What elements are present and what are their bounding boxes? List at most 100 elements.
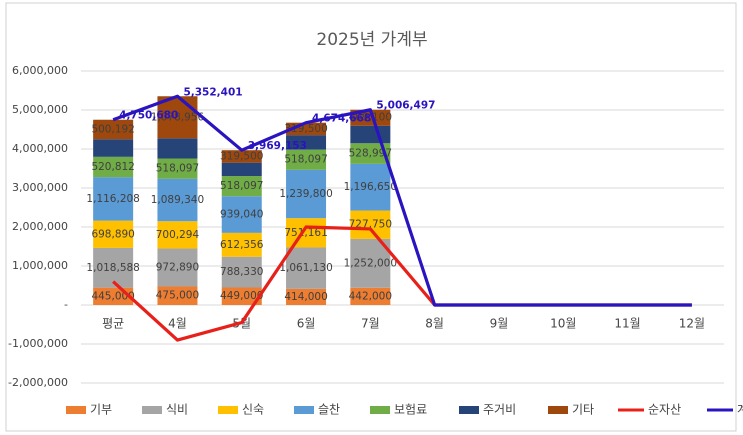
bar-segment <box>93 177 134 221</box>
bar-segment <box>93 220 134 248</box>
bar-segment <box>221 176 262 197</box>
data-label: 5,006,497 <box>376 100 435 112</box>
data-label: 1,061,130 <box>279 262 332 274</box>
bar-segment <box>157 138 198 159</box>
y-tick-label: -1,000,000 <box>8 337 68 350</box>
bar-segment <box>350 287 391 305</box>
data-label: 1,078,956 <box>151 111 205 123</box>
x-tick-label: 7월 <box>361 317 380 331</box>
y-tick-label: 1,000,000 <box>12 259 68 272</box>
legend-swatch <box>294 406 314 414</box>
data-label: 1,018,588 <box>86 262 139 274</box>
data-label: 1,196,650 <box>344 181 397 193</box>
data-label: 442,000 <box>349 290 392 302</box>
data-label: 5,352,401 <box>183 86 242 98</box>
legend-label: 슬찬 <box>318 402 340 417</box>
y-tick-label: 2,000,000 <box>12 220 68 233</box>
data-label: 3,969,153 <box>248 140 307 152</box>
bar-segment <box>350 210 391 239</box>
bar-segment <box>93 247 134 288</box>
bar-segment <box>93 119 134 140</box>
y-tick-label: 3,000,000 <box>12 181 68 194</box>
data-label: 528,997 <box>349 148 392 160</box>
bar-segment <box>286 218 327 248</box>
data-label: 698,890 <box>91 228 134 240</box>
data-label: 414,000 <box>284 291 327 303</box>
legend-swatch <box>548 406 568 414</box>
bar-segment <box>221 162 262 177</box>
data-label: 1,089,340 <box>151 194 204 206</box>
data-label: 612,356 <box>220 239 264 251</box>
data-label: 4,674,668 <box>312 113 371 125</box>
data-label: 518,097 <box>156 163 199 175</box>
bar-segment <box>221 196 262 233</box>
legend-swatch <box>142 406 162 414</box>
line-series <box>112 94 692 307</box>
data-label: 1,116,208 <box>86 193 139 205</box>
bar-segment <box>157 178 198 222</box>
legend-swatch <box>66 406 86 414</box>
data-label: 319,500 <box>220 150 263 162</box>
bar-segment <box>286 169 327 219</box>
bar-segment <box>350 143 391 164</box>
data-label: 1,252,000 <box>344 257 397 269</box>
x-tick-label: 12월 <box>679 317 705 331</box>
data-label: 1,239,800 <box>279 188 332 200</box>
bar-segment <box>221 150 262 163</box>
bar-segment <box>221 256 262 288</box>
bar-segment <box>221 287 262 305</box>
data-label: 700,294 <box>156 229 200 241</box>
bar-segment <box>286 149 327 170</box>
bar-segment <box>93 156 134 178</box>
bar-segment <box>221 232 262 257</box>
data-label: 4,750,680 <box>119 110 178 122</box>
legend-label: 신숙 <box>242 403 264 417</box>
x-tick-label: 10월 <box>550 317 576 331</box>
bar-segment <box>157 221 198 249</box>
x-tick-label: 8월 <box>425 317 444 331</box>
legend-label: 식비 <box>166 403 188 417</box>
x-tick-label: 4월 <box>168 317 187 331</box>
bar-segment <box>286 247 327 289</box>
data-label: 449,000 <box>220 290 263 302</box>
legend-label: 순자산 <box>648 403 681 417</box>
data-label: 518,097 <box>220 180 263 192</box>
bar-segment <box>286 288 327 305</box>
legend-label: 주거비 <box>483 403 516 417</box>
bar-segment <box>157 286 198 305</box>
bar-segment <box>350 109 391 126</box>
legend-label: 기부 <box>90 403 112 417</box>
bar-segment <box>157 248 198 287</box>
legend-label: 보험료 <box>394 403 427 417</box>
bar-segment <box>350 163 391 211</box>
x-tick-label: 6월 <box>297 317 316 331</box>
data-label: 409,100 <box>349 112 392 124</box>
bar-segment <box>286 135 327 150</box>
legend-swatch <box>218 406 238 414</box>
data-label: 475,000 <box>156 290 199 302</box>
legend-swatch <box>370 406 390 414</box>
data-label: 751,161 <box>284 227 327 239</box>
bar-segment <box>93 139 134 157</box>
legend-label: 기타 <box>572 403 594 417</box>
x-tick-label: 평균 <box>102 317 124 331</box>
y-tick-label: - <box>64 298 68 311</box>
x-tick-label: 11월 <box>614 317 640 331</box>
data-label: 518,097 <box>284 154 327 166</box>
legend-swatch <box>459 406 479 414</box>
legend-label: 계 <box>737 403 743 417</box>
chart-title: 2025년 가계부 <box>316 30 427 50</box>
y-tick-label: -2,000,000 <box>8 376 68 389</box>
data-label: 520,812 <box>91 161 134 173</box>
data-label: 939,040 <box>220 209 263 221</box>
data-label: 500,192 <box>91 123 134 135</box>
bar-segment <box>157 158 198 179</box>
x-tick-label: 9월 <box>490 317 509 331</box>
y-tick-label: 6,000,000 <box>12 64 68 77</box>
bar-segment <box>350 125 391 144</box>
bar-segment <box>157 96 198 139</box>
data-label: 788,330 <box>220 266 263 278</box>
data-label: 972,890 <box>156 262 199 274</box>
y-tick-label: 4,000,000 <box>12 142 68 155</box>
